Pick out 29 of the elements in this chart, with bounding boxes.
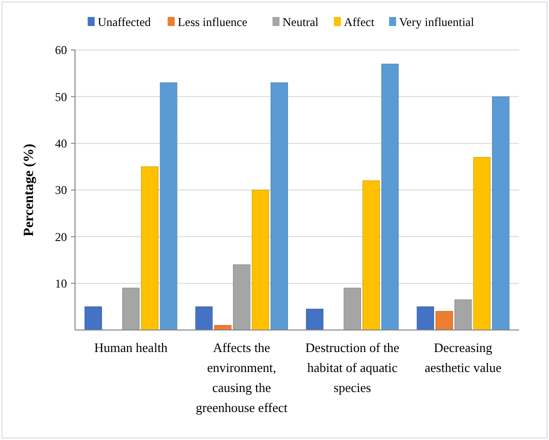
y-tick-label: 50: [55, 90, 67, 104]
legend-label: Unaffected: [98, 15, 151, 30]
legend-label: Very influential: [399, 15, 475, 30]
x-tick-label: Human health: [94, 340, 168, 355]
y-tick-label: 60: [55, 43, 67, 58]
bar: [270, 82, 288, 330]
bar: [436, 311, 453, 330]
x-tick-label: Destruction of the habitat of aquatic species: [305, 340, 400, 395]
y-axis-title: Percentage (%): [22, 143, 37, 236]
bar: [492, 96, 510, 330]
bar: [306, 308, 324, 330]
bar: [381, 64, 399, 330]
bar: [84, 306, 102, 330]
bar: [473, 157, 491, 330]
legend-label: Neutral: [282, 15, 320, 30]
y-tick-label: 20: [55, 230, 67, 244]
bar: [362, 180, 380, 330]
legend-label: Affect: [344, 15, 375, 30]
legend-label: Less influence: [178, 15, 248, 30]
x-tick-label: Decreasing aesthetic value: [424, 340, 502, 375]
bar: [195, 306, 213, 330]
bar: [141, 166, 158, 330]
bar: [252, 190, 270, 330]
y-tick-label: 40: [55, 136, 67, 151]
x-tick-label: Affects the environment, causing the greenhouse effect: [196, 340, 288, 415]
bar: [416, 306, 434, 330]
bar: [160, 82, 178, 330]
y-tick-label: 30: [55, 183, 67, 198]
y-tick-label: 10: [55, 276, 67, 291]
